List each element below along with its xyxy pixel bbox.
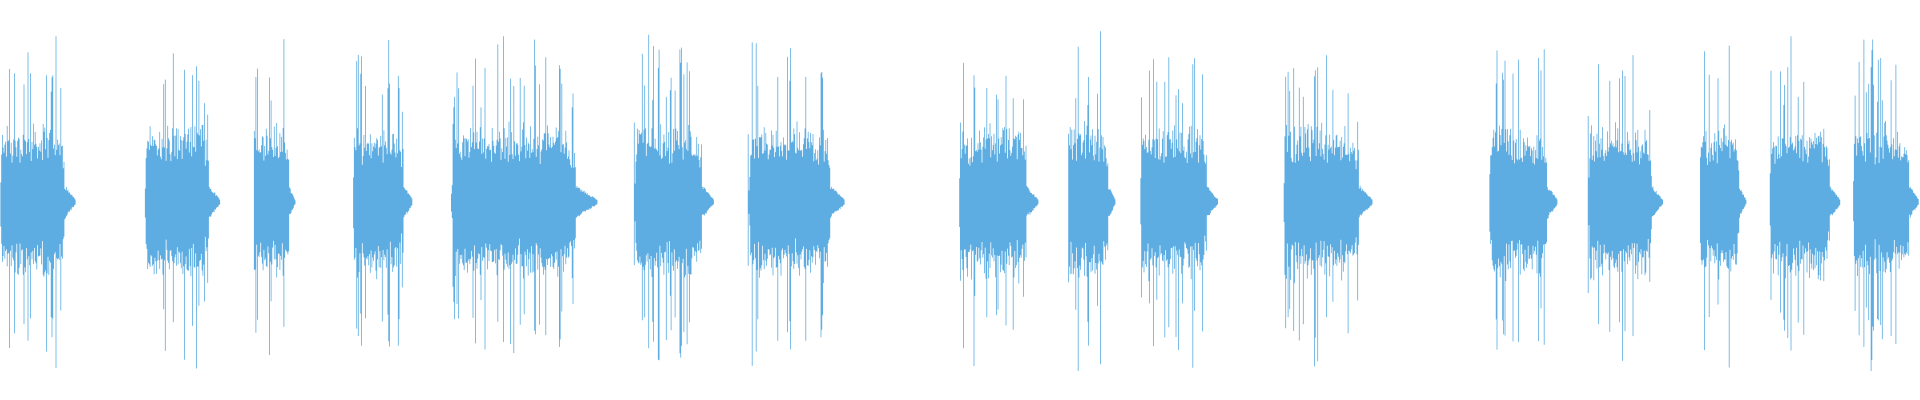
waveform-burst xyxy=(747,42,845,366)
waveform-burst xyxy=(353,40,413,347)
waveform-burst xyxy=(0,36,76,368)
waveform-burst xyxy=(451,36,598,353)
waveform-burst xyxy=(1587,55,1663,361)
waveform-burst xyxy=(1769,36,1841,351)
waveform-burst xyxy=(633,34,714,361)
waveform-burst xyxy=(1489,49,1558,350)
waveform-burst xyxy=(1853,39,1919,371)
waveform-burst xyxy=(144,53,221,369)
waveform-burst xyxy=(1068,31,1116,371)
waveform-burst xyxy=(1140,57,1218,368)
waveform-burst xyxy=(959,62,1039,367)
waveform-burst xyxy=(1700,45,1747,368)
waveform-burst xyxy=(253,39,296,355)
waveform-burst xyxy=(1283,55,1373,367)
